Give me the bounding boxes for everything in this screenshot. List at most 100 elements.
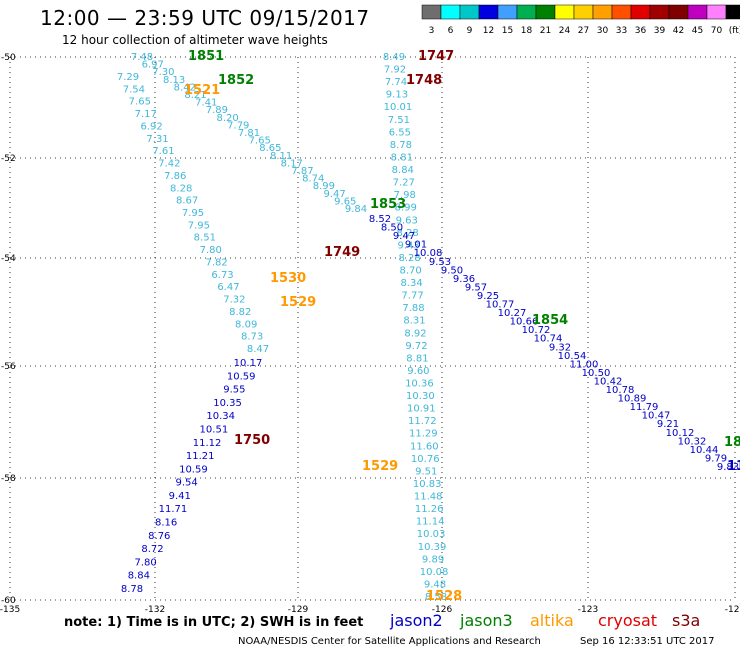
wave-height-label: 6.47	[217, 282, 239, 293]
wave-height-label: 7.61	[152, 146, 174, 157]
scale-swatch	[630, 4, 651, 20]
wave-height-label: 8.34	[400, 278, 422, 289]
wave-height-label: 7.80	[135, 557, 157, 568]
scale-swatch	[516, 4, 537, 20]
wave-height-label: 8.99	[313, 181, 335, 192]
wave-height-label: 7.51	[388, 115, 410, 126]
wave-height-label: 9.65	[334, 196, 356, 207]
wave-height-label: 8.78	[390, 140, 412, 151]
wave-height-label: 8.52	[369, 214, 391, 225]
lat-label: -50	[1, 53, 16, 63]
wave-height-label: 10.91	[407, 404, 436, 415]
pass-time-label: 1530	[270, 271, 306, 286]
wave-height-label: 10.83	[413, 479, 442, 490]
scale-swatch	[592, 4, 613, 20]
scale-label: 6	[448, 26, 454, 36]
pass-time-label: 1529	[280, 295, 316, 310]
pass-time-label: 1854	[532, 313, 568, 328]
wave-height-label: 7.31	[146, 134, 168, 145]
wave-height-label: 9.48	[424, 579, 446, 590]
pass-time-label: 1750	[234, 433, 270, 448]
wave-height-label: 9.47	[393, 231, 415, 242]
wave-height-label: 7.29	[117, 72, 139, 83]
wave-height-label: 9.79	[705, 453, 727, 464]
wave-height-label: 6.92	[141, 121, 163, 132]
wave-height-label: 9.72	[405, 341, 427, 352]
wave-height-label: 9.32	[549, 342, 571, 353]
wave-height-label: 8.58	[425, 592, 447, 603]
lon-label: -120	[725, 605, 740, 615]
scale-swatch	[497, 4, 518, 20]
wave-height-label: 8.20	[216, 113, 238, 124]
wave-height-label: 8.42	[174, 82, 196, 93]
wave-height-label: 8.16	[155, 518, 177, 529]
wave-height-label: 8.51	[194, 233, 216, 244]
wave-height-label: 8.84	[128, 571, 150, 582]
wave-height-label: 7.74	[385, 77, 407, 88]
satellite-legend-s3a: s3a	[672, 611, 700, 630]
wave-height-label: 9.47	[323, 189, 345, 200]
wave-height-label: 8.49	[383, 52, 405, 63]
wave-height-label: 6.73	[211, 270, 233, 281]
wave-height-label: 10.39	[418, 542, 447, 553]
lon-label: -123	[578, 605, 598, 615]
scale-label: 24	[559, 26, 571, 36]
wave-height-label: 7.65	[249, 136, 271, 147]
lon-label: -135	[0, 605, 20, 615]
wave-height-label: 7.88	[402, 303, 424, 314]
wave-height-label: 10.08	[420, 567, 449, 578]
wave-height-label: 7.92	[384, 65, 406, 76]
wave-height-label: 7.30	[152, 67, 174, 78]
wave-height-label: 10.17	[234, 358, 263, 369]
scale-label: 33	[616, 26, 627, 36]
scale-swatch	[554, 4, 575, 20]
scale-label: 18	[521, 26, 533, 36]
scale-label: (ft)	[729, 26, 740, 36]
wave-height-label: 7.82	[206, 257, 228, 268]
wave-height-label: 11.12	[193, 438, 222, 449]
scale-swatch	[459, 4, 480, 20]
wave-height-label: 9.50	[441, 265, 463, 276]
wave-height-label: 10.27	[498, 308, 527, 319]
wave-height-label: 11.29	[409, 429, 438, 440]
scale-label: 12	[483, 26, 494, 36]
scale-label: 21	[540, 26, 551, 36]
wave-height-label: 7.27	[393, 178, 415, 189]
wave-height-label: 11.00	[570, 359, 599, 370]
lon-label: -129	[288, 605, 309, 615]
pass-time-label: 1529	[362, 459, 398, 474]
wave-height-label: 10.34	[206, 411, 235, 422]
satellite-legend-jason2: jason2	[389, 611, 443, 630]
wave-height-label: 10.59	[179, 464, 208, 475]
wave-height-label: 10.54	[558, 351, 587, 362]
satellite-legend-cryosat: cryosat	[598, 611, 657, 630]
wave-height-label: 9.55	[223, 385, 245, 396]
wave-height-label: 10.36	[405, 379, 434, 390]
wave-height-label: 6.55	[389, 127, 411, 138]
lat-label: -52	[1, 154, 16, 164]
wave-height-label: 10.78	[606, 385, 635, 396]
scale-swatch	[421, 4, 442, 20]
lon-label: -126	[432, 605, 453, 615]
wave-height-label: 8.28	[398, 253, 420, 264]
wave-height-label: 10.47	[642, 411, 671, 422]
scale-label: 45	[692, 26, 703, 36]
wave-height-label: 7.95	[188, 220, 210, 231]
wave-height-label: 10.72	[522, 325, 551, 336]
scale-label: 27	[578, 26, 589, 36]
wave-height-label: 11.60	[410, 441, 439, 452]
scale-swatch	[611, 4, 632, 20]
wave-height-label: 10.77	[486, 300, 515, 311]
wave-height-label: 9.36	[453, 274, 475, 285]
scale-swatch	[478, 4, 499, 20]
wave-height-label: 8.28	[170, 183, 192, 194]
wave-height-label: 8.78	[121, 584, 143, 595]
wave-height-label: 9.53	[429, 257, 451, 268]
wave-height-label: 7.98	[394, 190, 416, 201]
scale-swatch	[668, 4, 689, 20]
credit-text: NOAA/NESDIS Center for Satellite Applica…	[238, 636, 541, 647]
wave-height-label: 8.81	[406, 353, 428, 364]
wave-height-label: 8.28	[397, 228, 419, 239]
pass-time-label: 1748	[406, 73, 442, 88]
